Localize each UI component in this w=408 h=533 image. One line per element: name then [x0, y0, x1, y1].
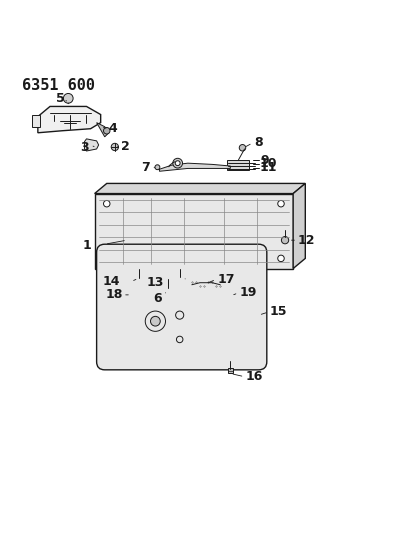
Text: 12: 12	[298, 233, 315, 247]
Text: 2: 2	[121, 140, 130, 153]
Polygon shape	[131, 289, 196, 301]
Bar	[136, 277, 142, 281]
Circle shape	[155, 165, 160, 169]
Circle shape	[239, 144, 246, 151]
Circle shape	[152, 259, 159, 265]
Circle shape	[222, 291, 231, 301]
FancyBboxPatch shape	[97, 244, 267, 370]
Text: 17: 17	[217, 273, 235, 286]
Text: 19: 19	[239, 286, 257, 300]
Polygon shape	[38, 107, 101, 133]
Circle shape	[104, 200, 110, 207]
Text: 16: 16	[246, 370, 263, 383]
Text: 6351 600: 6351 600	[22, 78, 95, 93]
Polygon shape	[127, 289, 131, 301]
Circle shape	[175, 161, 180, 166]
Text: 6: 6	[153, 293, 162, 305]
Text: 7: 7	[141, 161, 150, 174]
Bar	[228, 368, 233, 374]
Polygon shape	[293, 183, 305, 269]
Circle shape	[213, 259, 220, 265]
Circle shape	[224, 293, 229, 298]
Text: 10: 10	[260, 157, 277, 171]
Polygon shape	[160, 163, 231, 171]
Circle shape	[151, 317, 160, 326]
Bar	[95, 193, 293, 269]
Text: 18: 18	[106, 288, 123, 301]
Text: 4: 4	[109, 122, 118, 135]
Text: 5: 5	[56, 92, 65, 105]
Circle shape	[177, 275, 182, 281]
Circle shape	[104, 127, 110, 134]
Circle shape	[63, 93, 73, 103]
Text: 14: 14	[103, 275, 120, 288]
Text: 13: 13	[146, 276, 164, 289]
Circle shape	[173, 158, 182, 168]
Text: 9: 9	[260, 154, 268, 167]
Polygon shape	[32, 115, 40, 127]
Bar	[227, 160, 249, 170]
Circle shape	[278, 200, 284, 207]
Text: 3: 3	[80, 141, 89, 154]
Circle shape	[165, 286, 170, 291]
Text: 8: 8	[254, 136, 262, 149]
Polygon shape	[84, 139, 99, 151]
Circle shape	[104, 255, 110, 262]
Text: 15: 15	[270, 305, 288, 318]
Text: 1: 1	[82, 239, 91, 252]
Polygon shape	[95, 183, 305, 193]
Text: 11: 11	[260, 161, 277, 174]
Circle shape	[278, 255, 284, 262]
Circle shape	[282, 237, 289, 244]
Circle shape	[111, 143, 118, 151]
Polygon shape	[97, 123, 109, 137]
